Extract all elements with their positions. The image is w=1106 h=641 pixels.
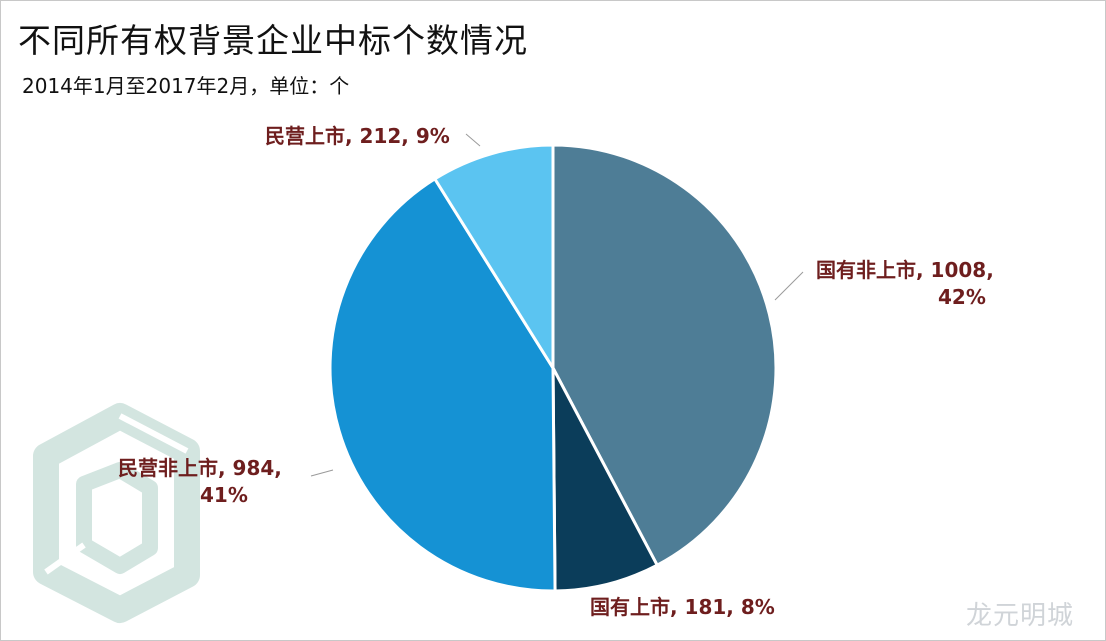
- slice-label-1: 国有非上市, 1008, 42%: [816, 258, 994, 309]
- watermark-text: 龙元明城: [966, 601, 1075, 631]
- chart-title: 不同所有权背景企业中标个数情况: [18, 21, 528, 60]
- leader-line-3: [310, 469, 334, 477]
- watermark-logo-icon: [33, 403, 200, 623]
- pie-slice-1: [551, 143, 778, 567]
- chart-subtitle: 2014年1月至2017年2月，单位：个: [22, 74, 350, 98]
- slice-label-line: 国有上市, 181, 8%: [590, 595, 775, 619]
- slice-label-line: 41%: [200, 483, 248, 507]
- slice-label-line: 民营上市, 212, 9%: [265, 124, 450, 148]
- slice-label-4: 民营上市, 212, 9%: [265, 124, 450, 148]
- slice-label-line: 国有非上市, 1008,: [816, 258, 994, 282]
- pie-slice-4: [433, 143, 555, 370]
- slice-label-line: 42%: [938, 285, 986, 309]
- leader-line-1: [774, 271, 804, 301]
- leader-line-4: [465, 133, 481, 147]
- slice-label-line: 民营非上市, 984,: [118, 456, 282, 480]
- slice-label-2: 国有上市, 181, 8%: [590, 595, 775, 619]
- pie-slice-2: [551, 366, 659, 593]
- slice-label-3: 民营非上市, 984, 41%: [118, 456, 282, 507]
